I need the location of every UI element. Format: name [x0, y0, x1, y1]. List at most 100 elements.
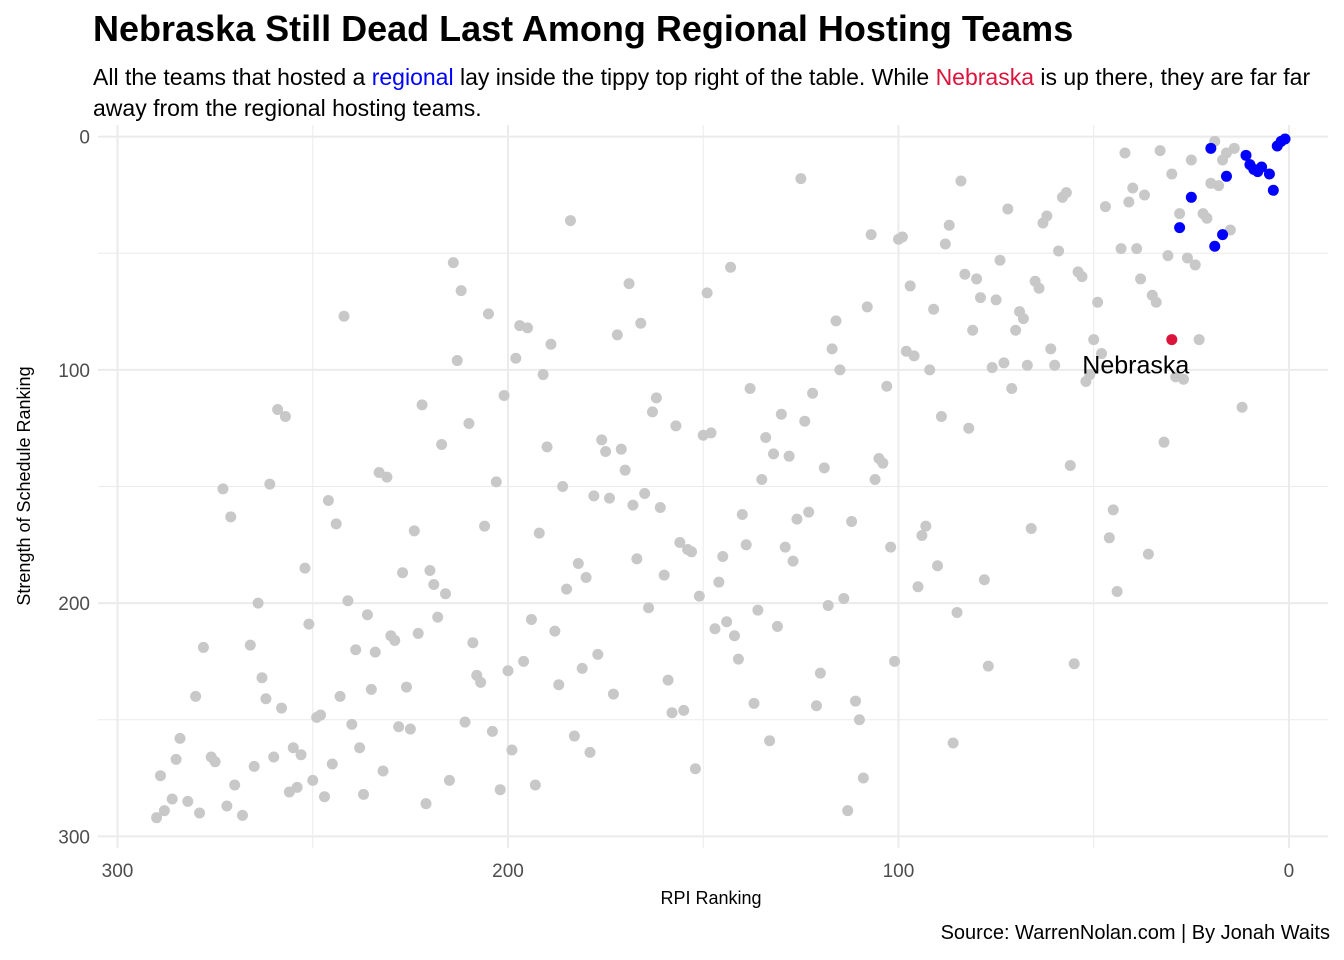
- grid-lines: [98, 125, 1328, 848]
- data-point-other: [1213, 180, 1225, 192]
- data-point-other: [154, 770, 166, 782]
- data-point-other: [1123, 196, 1135, 208]
- data-point-other: [1092, 296, 1104, 308]
- data-point-other: [502, 665, 514, 677]
- data-point-other: [318, 791, 330, 803]
- data-point-other: [932, 560, 944, 572]
- data-point-other: [1228, 142, 1240, 154]
- data-point-other: [252, 597, 264, 609]
- data-point-other: [838, 592, 850, 604]
- data-point-other: [276, 702, 288, 714]
- data-point-other: [662, 674, 674, 686]
- data-points: [151, 133, 1291, 824]
- data-point-other: [896, 231, 908, 243]
- data-point-regional: [1240, 149, 1252, 161]
- data-point-other: [572, 557, 584, 569]
- x-tick-label: 0: [1284, 861, 1295, 882]
- data-point-other: [814, 667, 826, 679]
- tick-labels: 300 200 100 0 0 100 200 300: [58, 128, 1294, 882]
- data-point-other: [217, 483, 229, 495]
- data-point-other: [1041, 210, 1053, 222]
- data-point-other: [834, 364, 846, 376]
- data-point-other: [350, 644, 362, 656]
- data-point-other: [1064, 460, 1076, 472]
- data-point-other: [467, 637, 479, 649]
- data-point-other: [1017, 313, 1029, 325]
- data-point-other: [389, 634, 401, 646]
- data-point-other: [783, 450, 795, 462]
- data-point-other: [326, 758, 338, 770]
- data-point-other: [803, 506, 815, 518]
- data-point-other: [486, 725, 498, 737]
- data-point-other: [646, 406, 658, 418]
- data-point-other: [580, 571, 592, 583]
- data-point-other: [623, 278, 635, 290]
- data-point-other: [1021, 359, 1033, 371]
- data-point-other: [596, 434, 608, 446]
- data-point-other: [490, 476, 502, 488]
- y-tick-label: 200: [58, 594, 90, 615]
- data-point-other: [1099, 201, 1111, 213]
- data-point-other: [225, 511, 237, 523]
- data-point-other: [912, 581, 924, 593]
- data-point-other: [764, 735, 776, 747]
- data-point-other: [807, 387, 819, 399]
- data-point-other: [721, 616, 733, 628]
- data-point-other: [268, 751, 280, 763]
- x-tick-label: 200: [492, 861, 524, 882]
- data-point-other: [420, 798, 432, 810]
- data-point-other: [1236, 401, 1248, 413]
- data-point-other: [810, 700, 822, 712]
- data-point-other: [365, 683, 377, 695]
- nebraska-annotation: Nebraska: [1082, 352, 1189, 380]
- data-point-other: [404, 723, 416, 735]
- data-point-other: [1033, 282, 1045, 294]
- data-point-other: [545, 338, 557, 350]
- data-point-other: [990, 294, 1002, 306]
- data-point-other: [861, 301, 873, 313]
- data-point-other: [826, 343, 838, 355]
- data-point-other: [170, 753, 182, 765]
- data-point-other: [260, 693, 272, 705]
- data-point-other: [158, 805, 170, 817]
- data-point-other: [1115, 243, 1127, 255]
- data-point-other: [576, 662, 588, 674]
- data-point-other: [846, 515, 858, 527]
- data-point-other: [650, 392, 662, 404]
- data-point-other: [947, 737, 959, 749]
- data-point-other: [654, 501, 666, 513]
- data-point-other: [338, 310, 350, 322]
- data-point-other: [850, 695, 862, 707]
- data-point-other: [287, 742, 299, 754]
- data-point-other: [955, 175, 967, 187]
- data-point-other: [670, 420, 682, 432]
- data-point-other: [346, 718, 358, 730]
- data-point-other: [1154, 145, 1166, 157]
- data-point-other: [1166, 168, 1178, 180]
- data-point-other: [701, 287, 713, 299]
- subtitle-text-3: is up there, they are far far away from …: [93, 64, 1311, 121]
- data-point-other: [1185, 154, 1197, 166]
- data-point-other: [248, 760, 260, 772]
- data-point-other: [295, 749, 307, 761]
- data-point-other: [643, 602, 655, 614]
- data-point-other: [1138, 189, 1150, 201]
- data-point-other: [1193, 334, 1205, 346]
- data-point-regional: [1185, 191, 1197, 203]
- data-point-other: [607, 688, 619, 700]
- data-point-other: [432, 611, 444, 623]
- source-caption: Source: WarrenNolan.com | By Jonah Waits: [940, 922, 1330, 944]
- data-point-other: [568, 730, 580, 742]
- data-point-other: [518, 655, 530, 667]
- data-point-other: [857, 772, 869, 784]
- data-point-other: [1103, 532, 1115, 544]
- data-point-other: [1096, 348, 1108, 360]
- data-point-other: [322, 494, 334, 506]
- data-point-other: [974, 292, 986, 304]
- data-point-other: [1158, 436, 1170, 448]
- data-point-other: [498, 390, 510, 402]
- data-point-other: [561, 583, 573, 595]
- x-tick-label: 300: [102, 861, 134, 882]
- data-point-other: [221, 800, 233, 812]
